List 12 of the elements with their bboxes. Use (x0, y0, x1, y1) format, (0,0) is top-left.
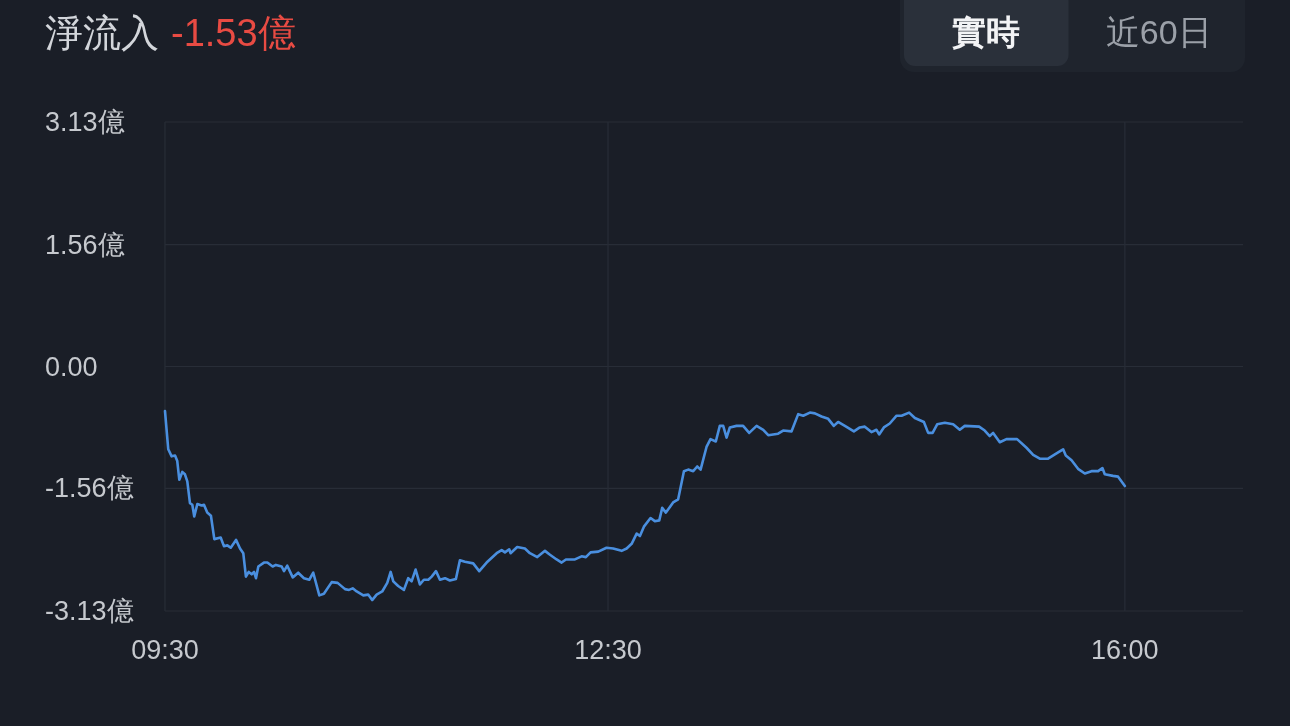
y-tick-label: 0.00 (45, 351, 98, 382)
text: 近60日 (1105, 13, 1212, 51)
chart-title: 淨流入 (45, 12, 159, 54)
chart-subtitle: -1.53億 (171, 12, 296, 54)
x-tick-label: 16:00 (1091, 635, 1159, 665)
x-tick-label: 09:30 (131, 635, 199, 665)
y-tick-label: 1.56億 (45, 229, 125, 260)
y-tick-label: -3.13億 (45, 596, 134, 626)
text: 實時 (952, 13, 1021, 51)
x-tick-label: 12:30 (574, 635, 642, 665)
y-tick-label: 3.13億 (45, 107, 125, 137)
y-tick-label: -1.56億 (45, 473, 134, 504)
